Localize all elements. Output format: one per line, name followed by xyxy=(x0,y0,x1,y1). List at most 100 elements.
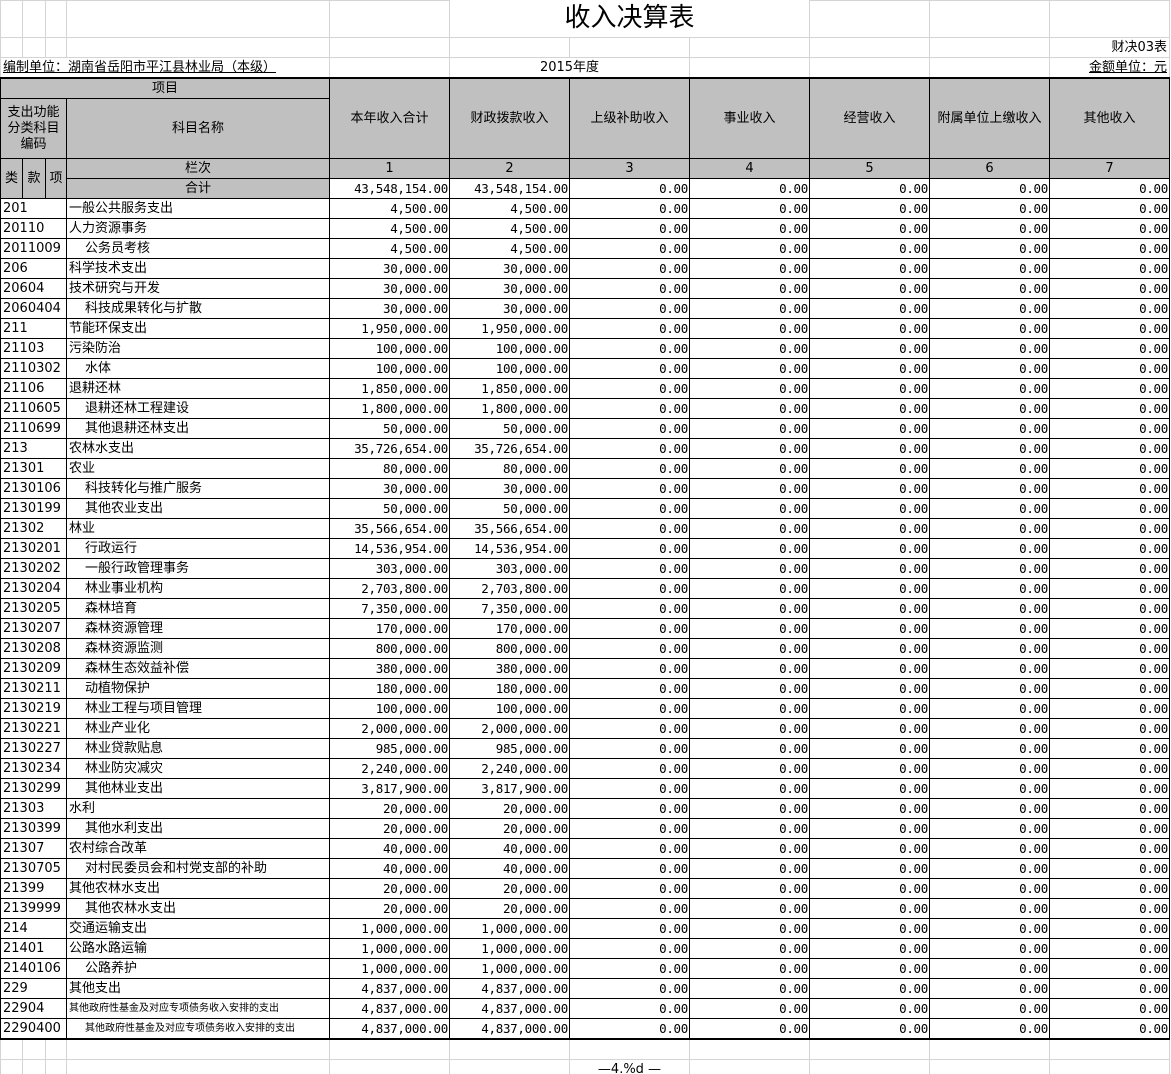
row-zero-value: 0.00 xyxy=(689,278,810,299)
row-zero-value: 0.00 xyxy=(929,258,1050,279)
row-zero-value: 0.00 xyxy=(1049,658,1170,679)
row-fiscal-allocation: 40,000.00 xyxy=(449,838,570,859)
row-zero-value: 0.00 xyxy=(689,518,810,539)
row-name: 其他林业支出 xyxy=(66,778,330,799)
row-zero-value: 0.00 xyxy=(1049,758,1170,779)
row-zero-value: 0.00 xyxy=(1049,398,1170,419)
row-zero-value: 0.00 xyxy=(1049,618,1170,639)
row-total-income: 380,000.00 xyxy=(329,658,450,679)
row-fiscal-allocation: 80,000.00 xyxy=(449,458,570,479)
row-zero-value: 0.00 xyxy=(569,638,690,659)
row-zero-value: 0.00 xyxy=(1049,358,1170,379)
row-total-income: 40,000.00 xyxy=(329,858,450,879)
row-zero-value: 0.00 xyxy=(1049,698,1170,719)
row-code: 201 xyxy=(0,198,67,219)
row-zero-value: 0.00 xyxy=(929,598,1050,619)
row-total-income: 4,837,000.00 xyxy=(329,1018,450,1040)
row-code: 2130234 xyxy=(0,758,67,779)
row-zero-value: 0.00 xyxy=(929,518,1050,539)
row-name: 林业事业机构 xyxy=(66,578,330,599)
row-fiscal-allocation: 985,000.00 xyxy=(449,738,570,759)
row-zero-value: 0.00 xyxy=(569,618,690,639)
blank-cell xyxy=(569,1038,690,1060)
row-total-income: 1,000,000.00 xyxy=(329,958,450,979)
row-total-income: 1,850,000.00 xyxy=(329,378,450,399)
row-fiscal-allocation: 1,000,000.00 xyxy=(449,918,570,939)
table-row: 2140106 公路养护 1,000,000.00 1,000,000.00 0.00 0… xyxy=(0,958,1170,979)
row-name: 水体 xyxy=(66,358,330,379)
row-zero-value: 0.00 xyxy=(1049,678,1170,699)
row-name: 林业防灾减灾 xyxy=(66,758,330,779)
row-name: 科技转化与推广服务 xyxy=(66,478,330,499)
row-code: 20110 xyxy=(0,218,67,239)
row-name: 一般行政管理事务 xyxy=(66,558,330,579)
row-zero-value: 0.00 xyxy=(809,598,930,619)
row-zero-value: 0.00 xyxy=(569,918,690,939)
blank-cell xyxy=(809,1038,930,1060)
row-zero-value: 0.00 xyxy=(1049,238,1170,259)
row-zero-value: 0.00 xyxy=(809,578,930,599)
row-zero-value: 0.00 xyxy=(689,878,810,899)
table-row: 21307 农村综合改革 40,000.00 40,000.00 0.00 0.00 0.0… xyxy=(0,838,1170,859)
row-name: 节能环保支出 xyxy=(66,318,330,339)
row-name: 森林培育 xyxy=(66,598,330,619)
table-row: 2130208 森林资源监测 800,000.00 800,000.00 0.00 0.0… xyxy=(0,638,1170,659)
row-zero-value: 0.00 xyxy=(1049,518,1170,539)
row-name: 农林水支出 xyxy=(66,438,330,459)
row-zero-value: 0.00 xyxy=(929,638,1050,659)
row-zero-value: 0.00 xyxy=(569,398,690,419)
row-zero-value: 0.00 xyxy=(689,418,810,439)
row-zero-value: 0.00 xyxy=(689,438,810,459)
table-row: 20604 技术研究与开发 30,000.00 30,000.00 0.00 0.00 0.… xyxy=(0,278,1170,299)
row-zero-value: 0.00 xyxy=(929,298,1050,319)
row-zero-value: 0.00 xyxy=(1049,898,1170,919)
row-name: 行政运行 xyxy=(66,538,330,559)
blank-cell xyxy=(45,1059,67,1074)
row-zero-value: 0.00 xyxy=(1049,998,1170,1019)
row-zero-value: 0.00 xyxy=(1049,578,1170,599)
table-row: 2110605 退耕还林工程建设 1,800,000.00 1,800,000.00 0… xyxy=(0,398,1170,419)
row-total-income: 20,000.00 xyxy=(329,878,450,899)
row-zero-value: 0.00 xyxy=(1049,438,1170,459)
row-code: 2130199 xyxy=(0,498,67,519)
col-header-5: 经营收入 xyxy=(809,77,930,159)
row-code: 2130106 xyxy=(0,478,67,499)
row-zero-value: 0.00 xyxy=(929,538,1050,559)
row-zero-value: 0.00 xyxy=(689,578,810,599)
row-zero-value: 0.00 xyxy=(689,558,810,579)
total-cell: 0.00 xyxy=(689,178,810,199)
row-fiscal-allocation: 20,000.00 xyxy=(449,818,570,839)
row-zero-value: 0.00 xyxy=(1049,978,1170,999)
row-zero-value: 0.00 xyxy=(689,638,810,659)
row-fiscal-allocation: 4,837,000.00 xyxy=(449,1018,570,1040)
table-row: 2130234 林业防灾减灾 2,240,000.00 2,240,000.00 0.0… xyxy=(0,758,1170,779)
row-zero-value: 0.00 xyxy=(1049,258,1170,279)
blank-cell xyxy=(66,1059,330,1074)
row-zero-value: 0.00 xyxy=(1049,418,1170,439)
table-row: 2290400 其他政府性基金及对应专项债务收入安排的支出 4,837,000.00… xyxy=(0,1018,1170,1040)
table-row: 2130221 林业产业化 2,000,000.00 2,000,000.00 0.00… xyxy=(0,718,1170,739)
col-no: 6 xyxy=(929,158,1050,179)
row-zero-value: 0.00 xyxy=(689,358,810,379)
row-zero-value: 0.00 xyxy=(689,718,810,739)
col-no: 3 xyxy=(569,158,690,179)
row-zero-value: 0.00 xyxy=(929,198,1050,219)
row-fiscal-allocation: 170,000.00 xyxy=(449,618,570,639)
row-zero-value: 0.00 xyxy=(569,958,690,979)
row-zero-value: 0.00 xyxy=(569,338,690,359)
row-fiscal-allocation: 4,500.00 xyxy=(449,198,570,219)
row-fiscal-allocation: 4,837,000.00 xyxy=(449,978,570,999)
row-zero-value: 0.00 xyxy=(929,278,1050,299)
row-zero-value: 0.00 xyxy=(689,838,810,859)
row-total-income: 800,000.00 xyxy=(329,638,450,659)
row-code: 2011009 xyxy=(0,238,67,259)
row-zero-value: 0.00 xyxy=(689,338,810,359)
row-total-income: 2,000,000.00 xyxy=(329,718,450,739)
row-zero-value: 0.00 xyxy=(569,898,690,919)
row-total-income: 30,000.00 xyxy=(329,478,450,499)
row-zero-value: 0.00 xyxy=(689,818,810,839)
row-zero-value: 0.00 xyxy=(809,278,930,299)
row-zero-value: 0.00 xyxy=(689,398,810,419)
row-name: 公路养护 xyxy=(66,958,330,979)
row-zero-value: 0.00 xyxy=(1049,498,1170,519)
